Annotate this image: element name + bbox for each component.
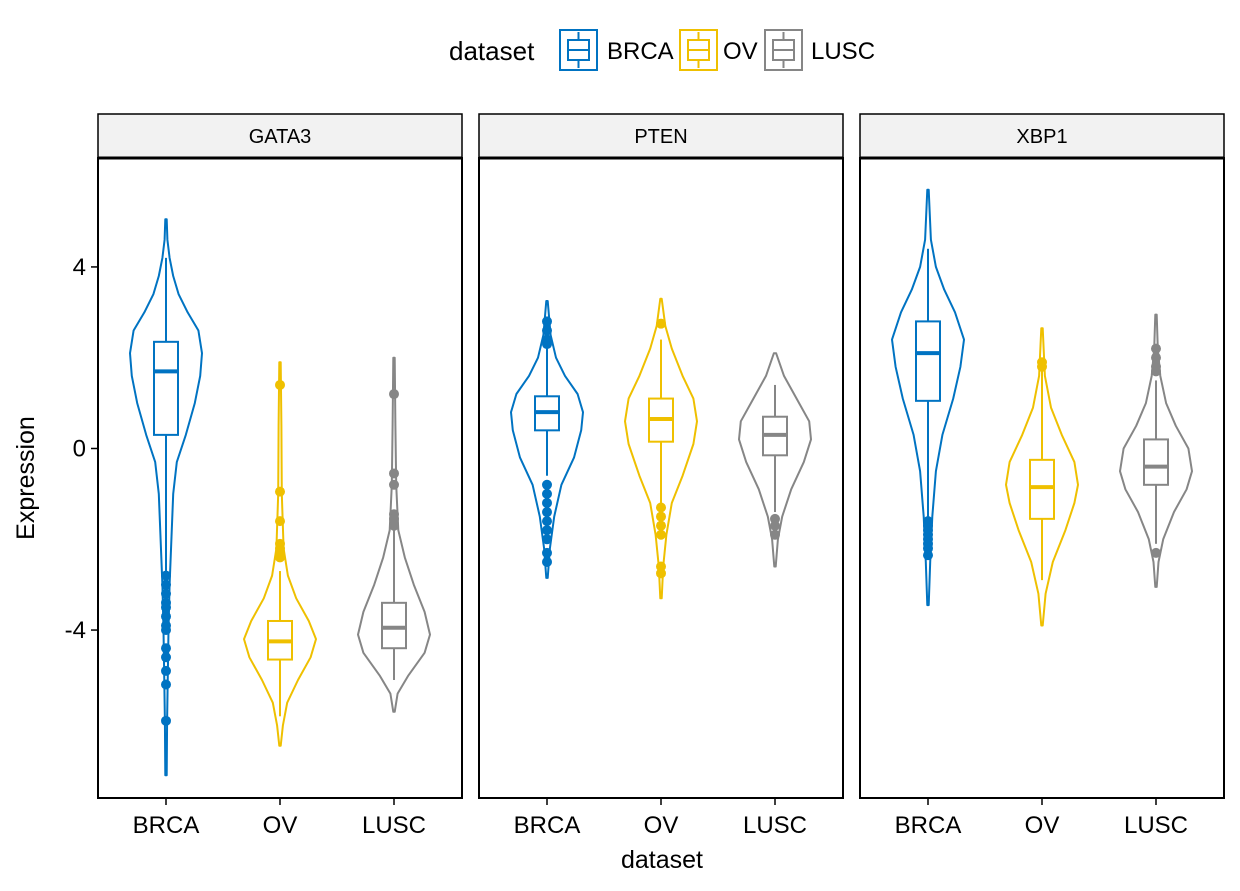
violin-group — [129, 218, 203, 777]
outlier-point — [1151, 343, 1161, 354]
y-tick-label: -4 — [65, 617, 86, 644]
outlier-point — [389, 389, 399, 400]
outlier-point — [161, 602, 171, 613]
outlier-point — [275, 552, 285, 563]
violin-group — [1005, 327, 1079, 627]
outlier-point — [161, 715, 171, 726]
outlier-point — [275, 486, 285, 497]
outlier-point — [542, 507, 552, 518]
violin-group — [1119, 313, 1193, 588]
x-tick-label: BRCA — [514, 812, 581, 839]
outlier-point — [161, 625, 171, 636]
violin-group — [243, 361, 317, 747]
violin-group — [510, 300, 584, 579]
facet-title: PTEN — [634, 126, 687, 148]
x-tick-label: BRCA — [133, 812, 200, 839]
box — [381, 601, 407, 650]
facet-title: GATA3 — [249, 126, 312, 148]
box — [153, 340, 179, 436]
violin-group — [891, 188, 965, 607]
outlier-point — [923, 550, 933, 561]
outlier-point — [161, 588, 171, 599]
outlier-point — [1151, 547, 1161, 558]
outlier-point — [389, 468, 399, 479]
legend-key-frame — [764, 29, 803, 71]
legend-label: LUSC — [811, 38, 875, 65]
outlier-point — [770, 520, 780, 531]
outlier-point — [542, 339, 552, 350]
outlier-point — [542, 479, 552, 490]
outlier-point — [656, 520, 666, 531]
outlier-point — [542, 488, 552, 499]
outlier-point — [770, 529, 780, 540]
box — [1029, 458, 1055, 520]
legend-key — [559, 29, 598, 71]
outlier-point — [161, 643, 171, 654]
outlier-point — [542, 534, 552, 545]
x-tick-label: OV — [263, 812, 298, 839]
outlier-point — [1151, 352, 1161, 363]
outlier-point — [275, 379, 285, 390]
outlier-point — [656, 529, 666, 540]
box — [1143, 438, 1169, 486]
outlier-point — [542, 497, 552, 508]
facet-panel: XBP1 BRCA OV LUSC — [859, 113, 1225, 839]
legend-key-frame — [679, 29, 718, 71]
outlier-point — [542, 525, 552, 536]
outlier-point — [656, 568, 666, 579]
outlier-point — [1037, 357, 1047, 368]
legend-label: BRCA — [607, 38, 674, 65]
outlier-point — [389, 520, 399, 531]
outlier-point — [389, 479, 399, 490]
box — [915, 320, 941, 402]
outlier-point — [656, 318, 666, 329]
violin-group — [624, 297, 698, 600]
outlier-point — [542, 556, 552, 567]
violin-group — [738, 352, 812, 568]
outlier-point — [1151, 361, 1161, 372]
legend-key-frame — [559, 29, 598, 71]
outlier-point — [161, 579, 171, 590]
legend: dataset BRCA OV LUSC — [449, 29, 875, 71]
outlier-point — [542, 325, 552, 336]
legend-key — [764, 29, 803, 71]
outlier-point — [161, 679, 171, 690]
facet-strip — [97, 113, 463, 159]
x-tick-label: LUSC — [1124, 812, 1188, 839]
facet-panel: PTEN BRCA OV LUSC — [478, 113, 844, 839]
outlier-point — [542, 547, 552, 558]
outlier-point — [161, 652, 171, 663]
outlier-point — [275, 516, 285, 527]
x-tick-label: LUSC — [743, 812, 807, 839]
facet-strip — [478, 113, 844, 159]
x-tick-label: OV — [1025, 812, 1060, 839]
outlier-point — [161, 570, 171, 581]
outlier-point — [542, 316, 552, 327]
x-tick-label: OV — [644, 812, 679, 839]
y-tick-label: 0 — [73, 435, 86, 462]
outlier-point — [656, 511, 666, 522]
legend-key — [679, 29, 718, 71]
legend-title: dataset — [449, 36, 535, 66]
x-tick-label: LUSC — [362, 812, 426, 839]
x-tick-label: BRCA — [895, 812, 962, 839]
y-tick-label: 4 — [73, 254, 86, 281]
facet-panel: GATA3 BRCA OV LUSC — [97, 113, 463, 839]
facet-title: XBP1 — [1016, 126, 1067, 148]
outlier-point — [542, 516, 552, 527]
x-axis-title: dataset — [621, 846, 703, 874]
outlier-point — [161, 611, 171, 622]
violin-group — [357, 356, 431, 713]
legend-label: OV — [723, 38, 758, 65]
outlier-point — [656, 502, 666, 513]
outlier-point — [161, 665, 171, 676]
y-axis-title: Expression — [12, 416, 40, 540]
